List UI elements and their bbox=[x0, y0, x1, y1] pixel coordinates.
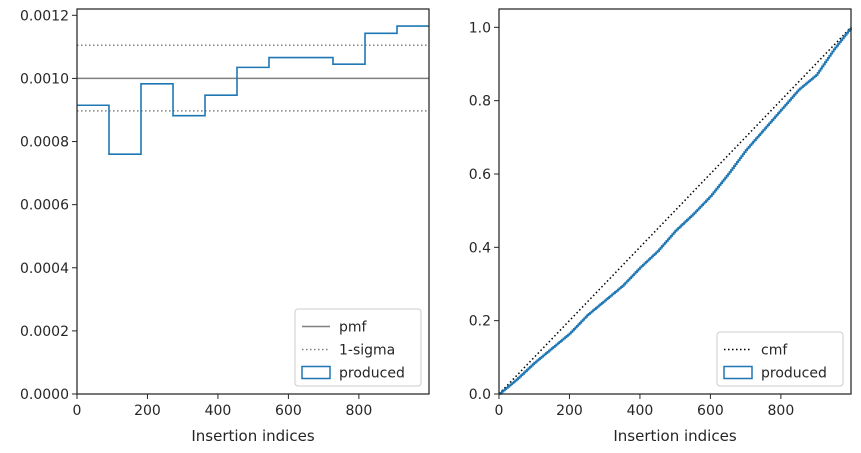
x-axis-label: Insertion indices bbox=[613, 427, 736, 445]
legend-swatch bbox=[723, 365, 753, 380]
y-tick-label: 0.4 bbox=[469, 240, 491, 256]
legend-item-produced: produced bbox=[723, 365, 827, 382]
y-tick-label: 0.2 bbox=[469, 314, 491, 330]
x-tick-label: 400 bbox=[627, 403, 654, 419]
y-tick-label: 0.6 bbox=[469, 167, 491, 183]
legend-box bbox=[716, 331, 844, 387]
legend-item-produced: produced bbox=[301, 365, 405, 382]
left-plot: 0 200 400 600 800 0.0000 0.0002 0.0004 0.0006 0.0… bbox=[20, 8, 430, 445]
x-tick-label: 600 bbox=[697, 403, 724, 419]
produced-cumulative bbox=[499, 27, 852, 395]
legend-label: 1-sigma bbox=[339, 343, 395, 359]
x-tick-label: 0 bbox=[73, 403, 82, 419]
x-tick-label: 800 bbox=[768, 403, 795, 419]
y-tick-label: 0.0 bbox=[469, 387, 491, 403]
legend-item-1-sigma: 1-sigma bbox=[302, 343, 395, 359]
x-tick-label: 200 bbox=[134, 403, 161, 419]
legend-label: cmf bbox=[761, 343, 788, 359]
legend-label: produced bbox=[339, 366, 405, 382]
produced-histogram bbox=[77, 25, 429, 155]
legend-item-cmf: cmf bbox=[724, 343, 788, 359]
right-plot: 0 200 400 600 800 0.0 0.2 0.4 0.6 0.8 1.0 Insertion… bbox=[469, 8, 852, 445]
y-tick-label: 0.0002 bbox=[20, 324, 69, 340]
x-tick-label: 800 bbox=[346, 403, 373, 419]
x-tick-label: 200 bbox=[556, 403, 583, 419]
x-axis-label: Insertion indices bbox=[191, 427, 314, 445]
y-tick-label: 0.0000 bbox=[20, 387, 69, 403]
x-tick-label: 400 bbox=[205, 403, 232, 419]
axes-frame bbox=[498, 8, 852, 395]
y-tick-label: 0.0006 bbox=[20, 198, 69, 214]
legend-item-pmf: pmf bbox=[302, 320, 368, 336]
x-tick-label: 0 bbox=[495, 403, 504, 419]
y-tick-label: 0.8 bbox=[469, 94, 491, 110]
legend-label: pmf bbox=[339, 320, 368, 336]
legend-swatch bbox=[301, 365, 331, 380]
axes-frame bbox=[76, 8, 430, 395]
y-tick-label: 1.0 bbox=[469, 20, 491, 36]
y-tick-label: 0.0010 bbox=[20, 71, 69, 87]
y-tick-label: 0.0004 bbox=[20, 261, 69, 277]
cmf-line bbox=[498, 26, 852, 395]
x-tick-label: 600 bbox=[275, 403, 302, 419]
legend-label: produced bbox=[761, 366, 827, 382]
y-tick-label: 0.0012 bbox=[20, 8, 69, 24]
y-tick-label: 0.0008 bbox=[20, 135, 69, 151]
